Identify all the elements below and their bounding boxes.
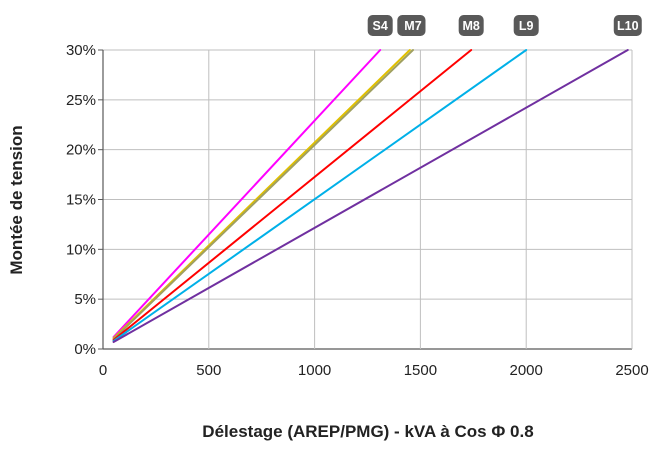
x-tick-label: 1000 xyxy=(298,362,331,379)
series-badge-m8: M8 xyxy=(458,15,484,36)
grid xyxy=(98,49,633,350)
series-line-s4 xyxy=(112,49,382,339)
y-tick-label: 10% xyxy=(66,241,96,258)
y-tick-label: 30% xyxy=(66,42,96,59)
series-badge-label: M7 xyxy=(404,19,421,33)
y-tick-labels: 0% 5% 10% 15% 20% 25% 30% xyxy=(66,42,96,358)
series-line-m7 xyxy=(112,49,414,341)
series-badge-label: S4 xyxy=(373,19,388,33)
y-tick-label: 0% xyxy=(74,341,96,358)
y-axis-title: Montée de tension xyxy=(7,125,26,274)
x-tick-label: 2500 xyxy=(615,362,648,379)
series-badge-label: L10 xyxy=(617,19,639,33)
series-badge-label: L9 xyxy=(519,19,534,33)
x-tick-label: 1500 xyxy=(404,362,437,379)
series-badge-l9: L9 xyxy=(513,15,539,36)
x-axis-title: Délestage (AREP/PMG) - kVA à Cos Φ 0.8 xyxy=(202,422,533,441)
series-line-l10 xyxy=(112,49,629,344)
y-tick-label: 25% xyxy=(66,92,96,109)
x-tick-labels: 0 500 1000 1500 2000 2500 xyxy=(99,362,649,379)
series-badge-bg xyxy=(613,15,642,36)
series-badge-bg xyxy=(458,15,484,36)
series-badges: S4S5M7M8L9L10 xyxy=(367,15,642,36)
x-tick-label: 2000 xyxy=(510,362,543,379)
series-line-m8 xyxy=(112,49,473,342)
series-badge-bg xyxy=(513,15,539,36)
series-badge-m7: M7 xyxy=(400,15,426,36)
series-badge-l10: L10 xyxy=(613,15,642,36)
x-tick-label: 0 xyxy=(99,362,107,379)
y-tick-label: 20% xyxy=(66,142,96,159)
series-badge-bg xyxy=(367,15,393,36)
y-tick-label: 5% xyxy=(74,291,96,308)
series-line-l9 xyxy=(112,49,528,343)
x-tick-label: 500 xyxy=(196,362,221,379)
series-badge-s4: S4 xyxy=(367,15,393,36)
y-tick-label: 15% xyxy=(66,192,96,209)
series-badge-bg xyxy=(400,15,426,36)
series-lines xyxy=(112,49,629,344)
series-badge-label: M8 xyxy=(462,19,479,33)
